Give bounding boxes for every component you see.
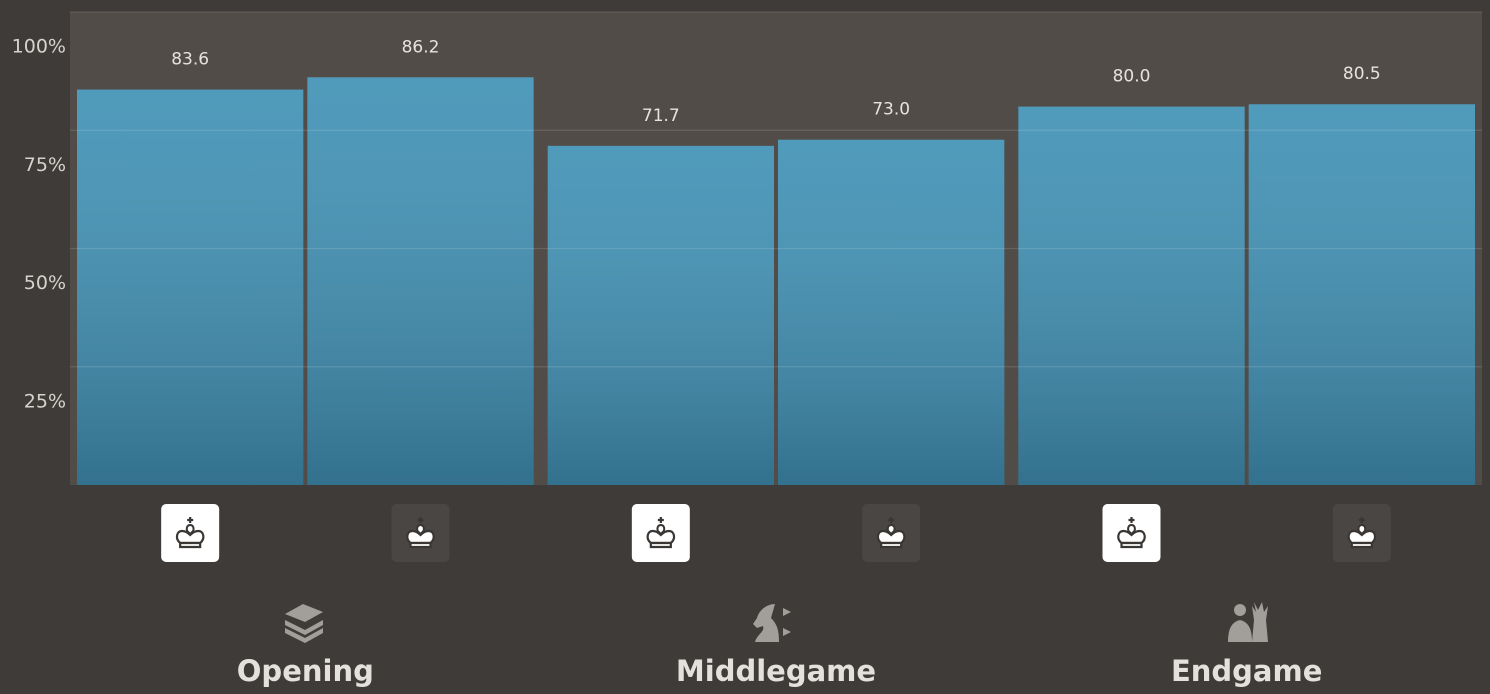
value-label: 73.0: [872, 100, 910, 120]
middlegame-icon: [753, 604, 791, 642]
bar: [307, 77, 534, 486]
bar: [778, 139, 1005, 485]
category-icons: [285, 602, 1268, 643]
value-label: 80.0: [1113, 67, 1151, 87]
opening-icon: [285, 604, 323, 643]
endgame-icon: [1228, 602, 1268, 642]
bar: [1018, 106, 1245, 485]
plot-area: [70, 12, 1482, 485]
value-label: 80.5: [1343, 64, 1381, 84]
value-label: 71.7: [642, 106, 680, 126]
value-label: 86.2: [402, 37, 440, 57]
x-category-label: Opening: [237, 654, 374, 688]
y-tick-label: 100%: [12, 36, 66, 58]
bar: [547, 145, 774, 485]
y-tick-label: 25%: [24, 390, 66, 412]
y-tick-label: 75%: [24, 154, 66, 176]
x-category-label: Endgame: [1171, 654, 1322, 688]
value-label: 83.6: [171, 50, 209, 70]
bar: [77, 89, 304, 486]
bar: [1248, 104, 1475, 486]
y-tick-label: 50%: [24, 272, 66, 294]
x-category-label: Middlegame: [676, 654, 876, 688]
